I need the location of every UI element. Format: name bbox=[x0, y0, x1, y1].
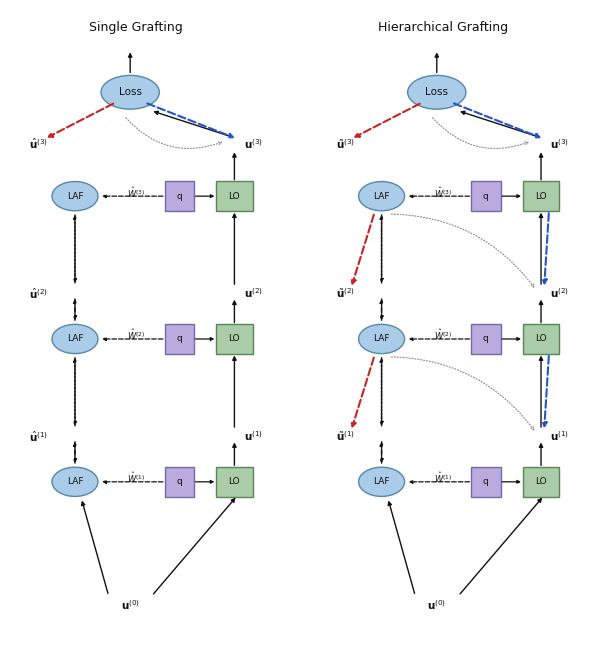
Text: $\mathbf{u}^{(2)}$: $\mathbf{u}^{(2)}$ bbox=[550, 287, 569, 301]
FancyBboxPatch shape bbox=[164, 324, 194, 354]
Text: q: q bbox=[176, 477, 182, 486]
Text: $\mathbf{u}^{(3)}$: $\mathbf{u}^{(3)}$ bbox=[243, 138, 263, 151]
Text: $\mathbf{u}^{(2)}$: $\mathbf{u}^{(2)}$ bbox=[243, 287, 263, 301]
Ellipse shape bbox=[408, 76, 466, 109]
FancyBboxPatch shape bbox=[164, 467, 194, 497]
Text: $\mathbf{u}^{(1)}$: $\mathbf{u}^{(1)}$ bbox=[550, 430, 569, 443]
FancyBboxPatch shape bbox=[164, 181, 194, 211]
FancyBboxPatch shape bbox=[216, 181, 253, 211]
Text: q: q bbox=[176, 334, 182, 344]
Text: LO: LO bbox=[229, 334, 240, 344]
FancyBboxPatch shape bbox=[216, 467, 253, 497]
Text: $\hat{W}$$^{(2)}$: $\hat{W}$$^{(2)}$ bbox=[434, 328, 452, 342]
Text: Hierarchical Grafting: Hierarchical Grafting bbox=[378, 21, 508, 34]
FancyBboxPatch shape bbox=[471, 467, 501, 497]
Text: LO: LO bbox=[229, 477, 240, 486]
Text: $\hat{W}$$^{(2)}$: $\hat{W}$$^{(2)}$ bbox=[127, 328, 145, 342]
FancyBboxPatch shape bbox=[522, 181, 559, 211]
Text: LO: LO bbox=[535, 192, 547, 201]
Text: LO: LO bbox=[535, 334, 547, 344]
Text: $\tilde{\mathbf{u}}^{(1)}$: $\tilde{\mathbf{u}}^{(1)}$ bbox=[336, 430, 355, 443]
FancyBboxPatch shape bbox=[522, 467, 559, 497]
Ellipse shape bbox=[52, 325, 98, 353]
Text: LAF: LAF bbox=[67, 192, 83, 201]
Text: LO: LO bbox=[229, 192, 240, 201]
FancyBboxPatch shape bbox=[216, 324, 253, 354]
Text: LAF: LAF bbox=[373, 477, 390, 486]
Text: $\mathbf{u}^{(0)}$: $\mathbf{u}^{(0)}$ bbox=[428, 599, 447, 612]
Text: $\mathbf{u}^{(3)}$: $\mathbf{u}^{(3)}$ bbox=[550, 138, 569, 151]
Text: LAF: LAF bbox=[67, 334, 83, 344]
Text: $\mathbf{u}^{(1)}$: $\mathbf{u}^{(1)}$ bbox=[243, 430, 263, 443]
Text: LAF: LAF bbox=[67, 477, 83, 486]
Ellipse shape bbox=[52, 467, 98, 496]
Text: q: q bbox=[483, 477, 488, 486]
Text: $\hat{W}$$^{(1)}$: $\hat{W}$$^{(1)}$ bbox=[434, 471, 452, 485]
FancyBboxPatch shape bbox=[471, 324, 501, 354]
Ellipse shape bbox=[359, 181, 405, 211]
Text: q: q bbox=[483, 192, 488, 201]
Text: LAF: LAF bbox=[373, 192, 390, 201]
Text: $\hat{\mathbf{u}}^{(2)}$: $\hat{\mathbf{u}}^{(2)}$ bbox=[29, 286, 48, 301]
Text: Loss: Loss bbox=[425, 87, 448, 97]
Text: Loss: Loss bbox=[119, 87, 142, 97]
Text: $\tilde{\mathbf{u}}^{(2)}$: $\tilde{\mathbf{u}}^{(2)}$ bbox=[336, 287, 355, 301]
Ellipse shape bbox=[52, 181, 98, 211]
Text: $\tilde{\mathbf{u}}^{(3)}$: $\tilde{\mathbf{u}}^{(3)}$ bbox=[336, 138, 355, 151]
Ellipse shape bbox=[101, 76, 160, 109]
Text: Single Grafting: Single Grafting bbox=[89, 21, 183, 34]
Ellipse shape bbox=[359, 325, 405, 353]
Text: LAF: LAF bbox=[373, 334, 390, 344]
Text: $\hat{\mathbf{u}}^{(3)}$: $\hat{\mathbf{u}}^{(3)}$ bbox=[29, 137, 48, 151]
Text: $\hat{\mathbf{u}}^{(1)}$: $\hat{\mathbf{u}}^{(1)}$ bbox=[29, 429, 48, 443]
Text: $\hat{W}$$^{(3)}$: $\hat{W}$$^{(3)}$ bbox=[127, 185, 145, 200]
Text: q: q bbox=[483, 334, 488, 344]
FancyBboxPatch shape bbox=[471, 181, 501, 211]
Text: $\hat{W}$$^{(1)}$: $\hat{W}$$^{(1)}$ bbox=[127, 471, 145, 485]
Text: $\mathbf{u}^{(0)}$: $\mathbf{u}^{(0)}$ bbox=[121, 599, 140, 612]
FancyBboxPatch shape bbox=[522, 324, 559, 354]
Text: $\hat{W}$$^{(3)}$: $\hat{W}$$^{(3)}$ bbox=[434, 185, 452, 200]
Text: LO: LO bbox=[535, 477, 547, 486]
Text: q: q bbox=[176, 192, 182, 201]
Ellipse shape bbox=[359, 467, 405, 496]
